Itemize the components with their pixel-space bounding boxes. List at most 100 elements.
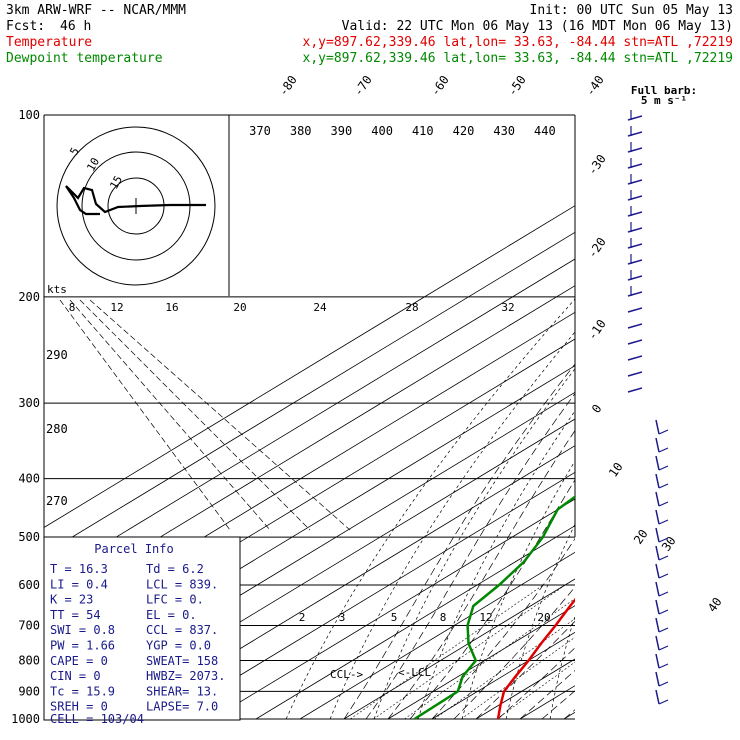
temperature-skew-label: -60 [428, 73, 452, 99]
isotherm-line [431, 631, 575, 719]
theta-left-label: 280 [46, 422, 68, 436]
parcel-info-right: SWEAT= 158 [146, 654, 218, 668]
wind-barb [655, 473, 660, 489]
wind-barb-tick [658, 645, 669, 651]
wind-barb [655, 419, 660, 435]
wind-barb [627, 227, 643, 233]
wind-barb [627, 387, 643, 393]
wind-barb-tick [658, 681, 669, 687]
wind-barb [655, 653, 660, 669]
parcel-info-right: HWBZ= 2073. [146, 669, 225, 683]
theta-left-label: 270 [46, 494, 68, 508]
wind-barb [627, 339, 643, 345]
dewpoint-legend: Dewpoint temperature [6, 51, 163, 66]
guide-line [89, 299, 351, 531]
dry-adiabat [638, 115, 740, 719]
parcel-info-right: LCL = 839. [146, 577, 218, 591]
parcel-info-left: Tc = 15.9 [50, 684, 115, 698]
theta-label: 410 [412, 124, 434, 138]
lcl-annotation: <-LCL [398, 666, 431, 679]
wind-barb [655, 671, 660, 687]
model-title: 3km ARW-WRF -- NCAR/MMM [6, 3, 186, 18]
temperature-skew-label: 0 [589, 402, 605, 416]
hodograph-speed-label: 28 [405, 301, 418, 314]
isotherm-line [167, 471, 575, 719]
wind-barb-tick [658, 609, 669, 615]
wind-barb-tick [658, 429, 669, 435]
temperature-skew-label: -50 [505, 73, 529, 99]
wind-barb [627, 195, 643, 201]
dry-adiabat [417, 410, 575, 719]
temperature-skew-label: 30 [659, 534, 679, 554]
wind-barb [655, 509, 660, 525]
wind-barb-tick [658, 483, 669, 489]
moist-adiabat [541, 690, 575, 719]
wind-barb [627, 179, 643, 185]
isotherm-line [475, 658, 575, 719]
theta-labels: 370 380 390 400 410 420 430 440 [249, 124, 556, 138]
parcel-info-left: CIN = 0 [50, 669, 101, 683]
pressure-tick-label: 100 [18, 108, 40, 122]
wind-barb-tick [658, 447, 669, 453]
theta-left-labels: 290 280 270 [46, 348, 68, 508]
temperature-legend: Temperature [6, 35, 92, 50]
parcel-info-left: TT = 54 [50, 608, 101, 622]
theta-label: 400 [371, 124, 393, 138]
wind-barb [655, 563, 660, 579]
moist-adiabat [431, 537, 575, 719]
isotherm-line [211, 498, 575, 719]
isotherm-line [387, 605, 575, 719]
fcst-label: Fcst: [6, 19, 45, 34]
wind-barb [627, 355, 643, 361]
mixing-ratio-labels: 2 3 5 8 12 20 [299, 611, 551, 624]
hodograph-ring-label: 5 [67, 145, 82, 157]
parcel-cell: CELL = 103/04 [50, 712, 144, 726]
isotherm-line [299, 551, 575, 719]
guide-line [69, 299, 271, 531]
mixing-ratio-label: 2 [299, 611, 306, 624]
wind-barb-tick [658, 537, 669, 543]
wind-barb [627, 243, 643, 249]
theta-label: 440 [534, 124, 556, 138]
wind-barb [655, 689, 660, 705]
wind-barb-tick [658, 627, 669, 633]
fcst-value: 46 h [60, 19, 91, 34]
parcel-info-right: EL = 0. [146, 608, 197, 622]
hodograph-trace [65, 185, 206, 216]
pressure-tick-label: 700 [18, 618, 40, 632]
wind-barb [627, 291, 643, 297]
hodograph-speed-label: 32 [501, 301, 514, 314]
temperature-profile [496, 597, 575, 719]
temperature-skew-label: -80 [276, 73, 300, 99]
wind-barb-tick [658, 555, 669, 561]
parcel-info-right: LFC = 0. [146, 593, 204, 607]
wind-barb [655, 527, 660, 543]
moist-adiabat [497, 647, 575, 719]
dry-adiabat [461, 460, 575, 719]
parcel-info-right: SHEAR= 13. [146, 684, 218, 698]
wind-barb [627, 211, 643, 217]
mixing-ratio-label: 8 [440, 611, 447, 624]
isotherm-line [44, 231, 575, 555]
wind-barb-tick [658, 663, 669, 669]
parcel-info-left: SWI = 0.8 [50, 623, 115, 637]
theta-label: 390 [331, 124, 353, 138]
moist-adiabat [563, 709, 575, 719]
temperature-skew-label: 20 [631, 527, 651, 547]
wind-barb [655, 491, 660, 507]
pressure-tick-label: 500 [18, 530, 40, 544]
ccl-annotation: CCL-> [330, 668, 363, 681]
isotherm-line [608, 115, 740, 719]
dry-adiabat [285, 298, 575, 719]
pressure-tick-label: 300 [18, 396, 40, 410]
mixing-ratio-label: 20 [537, 611, 550, 624]
isotherm-line [79, 418, 575, 719]
parcel-info-right: YGP = 0.0 [146, 639, 211, 653]
wind-barb [655, 581, 660, 597]
temperature-skew-label: 40 [705, 595, 725, 615]
profiles [413, 495, 575, 719]
hodograph-speed-label: 8 [69, 301, 76, 314]
moist-adiabat [343, 363, 575, 719]
isotherm-line [255, 525, 575, 719]
